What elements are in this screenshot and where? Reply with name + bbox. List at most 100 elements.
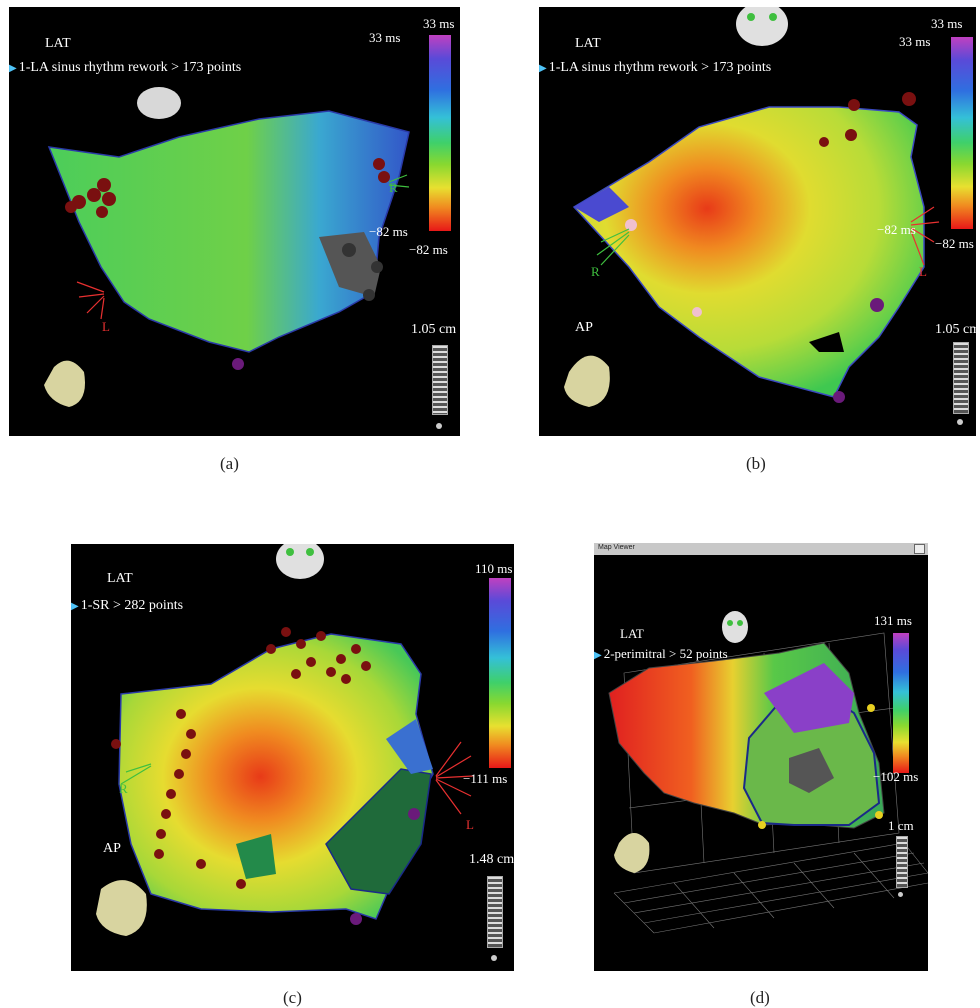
colorbar-b — [951, 37, 973, 229]
study-c: 1-SR > 282 points — [80, 598, 184, 613]
marker-l-c: L — [466, 817, 474, 832]
scale-dot-b — [957, 419, 963, 425]
study-row-d: ▶ 2-perimitral > 52 points — [594, 647, 728, 661]
panel-d: Map Viewer LAT ▶ 2-perim — [594, 543, 928, 971]
orientation-heart-b — [564, 355, 610, 407]
hole-b — [809, 332, 844, 352]
green-region-c — [325, 768, 432, 895]
face-eye-icon — [306, 548, 314, 556]
window-close-icon[interactable] — [914, 544, 925, 554]
grid-floor-d — [613, 632, 928, 934]
lesion-dots-b — [819, 92, 916, 147]
scale-min-arrow-b: −82 ms — [877, 222, 916, 237]
scale-dot-a — [436, 423, 442, 429]
purple-dot-b — [833, 391, 845, 403]
study-b: 1-LA sinus rhythm rework > 173 points — [548, 60, 772, 75]
orientation-heart-c — [96, 880, 147, 936]
purple-region-d — [764, 663, 854, 733]
purple-dot-c — [350, 913, 362, 925]
marker-l-lines-a — [76, 281, 105, 320]
colorbar-c — [489, 578, 511, 768]
distance-d: 1 cm — [888, 818, 914, 833]
purple-dot-a — [232, 358, 244, 370]
scale-max-arrow-a: 33 ms — [369, 30, 401, 45]
marker-r-lines-b — [596, 228, 630, 266]
scale-dot-c — [491, 955, 497, 961]
view-b: AP — [575, 320, 593, 335]
marker-l-a: L — [102, 319, 110, 334]
marker-r-lines-a — [388, 174, 410, 188]
purple-dot-b — [870, 298, 884, 312]
panel-b: LAT ▶ 1-LA sinus rhythm rework > 173 poin… — [539, 7, 976, 436]
colorbar-d — [893, 633, 909, 773]
scale-min-d: −102 ms — [873, 769, 919, 784]
map-label-c: LAT — [107, 571, 133, 586]
blue-region-b — [574, 187, 629, 222]
face-eye-icon — [747, 13, 755, 21]
shape-a-ellipse — [137, 87, 181, 119]
orientation-heart-a — [44, 360, 85, 407]
scale-bar-d — [896, 836, 908, 888]
caption-a: (a) — [220, 454, 239, 473]
yellow-dots-d — [758, 704, 883, 829]
scale-max-top-a: 33 ms — [423, 16, 455, 31]
map-label-d: LAT — [620, 626, 644, 641]
scale-bar-a — [432, 345, 448, 415]
panel-a: LAT ▶ 1-LA sinus rhythm rework > 173 poin… — [9, 7, 460, 436]
distance-a: 1.05 cm — [411, 322, 457, 337]
map-label-b: LAT — [575, 36, 601, 51]
scale-dot-d — [898, 892, 903, 897]
face-icon-c — [276, 544, 324, 579]
heart-surface-a — [47, 110, 410, 353]
pink-dot-b — [625, 219, 637, 231]
face-icon-d — [722, 611, 748, 643]
dark-green-region-c — [236, 834, 276, 879]
gray-region-d — [789, 748, 834, 793]
heart-surface-b — [572, 106, 925, 398]
pink-dot-b — [692, 307, 702, 317]
study-d: 2-perimitral > 52 points — [603, 646, 728, 661]
caption-b: (b) — [746, 454, 766, 473]
caption-c: (c) — [283, 988, 302, 1007]
marker-r-lines-c — [120, 763, 152, 785]
face-eye-icon — [286, 548, 294, 556]
study-a: 1-LA sinus rhythm rework > 173 points — [18, 60, 242, 75]
panel-b-map — [564, 7, 940, 407]
gray-region-a — [319, 232, 381, 297]
scale-min-c: −111 ms — [463, 771, 508, 786]
panel-c-map — [96, 544, 474, 936]
marker-l-b: L — [919, 264, 927, 279]
colorbar-a — [429, 35, 451, 231]
map-viewer-titlebar[interactable]: Map Viewer — [594, 543, 928, 555]
marker-r-c: R — [119, 781, 128, 796]
orientation-heart-d — [614, 833, 650, 873]
face-eye-icon — [727, 620, 733, 626]
distance-c: 1.48 cm — [469, 852, 514, 867]
scale-max-d: 131 ms — [874, 613, 912, 628]
marker-l-lines-c — [435, 741, 474, 815]
marker-r-a: R — [389, 180, 398, 195]
window-title: Map Viewer — [598, 544, 635, 551]
scale-bar-c — [487, 876, 503, 948]
panel-c: LAT ▶ 1-SR > 282 points 110 ms −111 ms R … — [71, 544, 514, 971]
face-icon-b — [736, 7, 788, 46]
distance-b: 1.05 cm — [935, 322, 976, 337]
scale-bar-b — [953, 342, 969, 414]
scale-max-c: 110 ms — [475, 561, 513, 576]
scale-max-top-b: 33 ms — [931, 16, 963, 31]
study-row-c: ▶ 1-SR > 282 points — [71, 599, 183, 613]
caption-d: (d) — [750, 988, 770, 1007]
view-c: AP — [103, 841, 121, 856]
scale-min-arrow-a: −82 ms — [369, 224, 408, 239]
marker-l-lines-b — [910, 206, 940, 266]
study-row-a: ▶ 1-LA sinus rhythm rework > 173 points — [9, 61, 241, 75]
marker-r-b: R — [591, 264, 600, 279]
map-label-a: LAT — [45, 36, 71, 51]
study-marker-icon: ▶ — [539, 63, 547, 74]
study-row-b: ▶ 1-LA sinus rhythm rework > 173 points — [539, 61, 771, 75]
study-marker-icon: ▶ — [71, 601, 79, 612]
gray-dots-a — [342, 243, 383, 301]
scale-min-bottom-a: −82 ms — [409, 242, 448, 257]
face-eye-icon — [737, 620, 743, 626]
scale-max-arrow-b: 33 ms — [899, 34, 931, 49]
